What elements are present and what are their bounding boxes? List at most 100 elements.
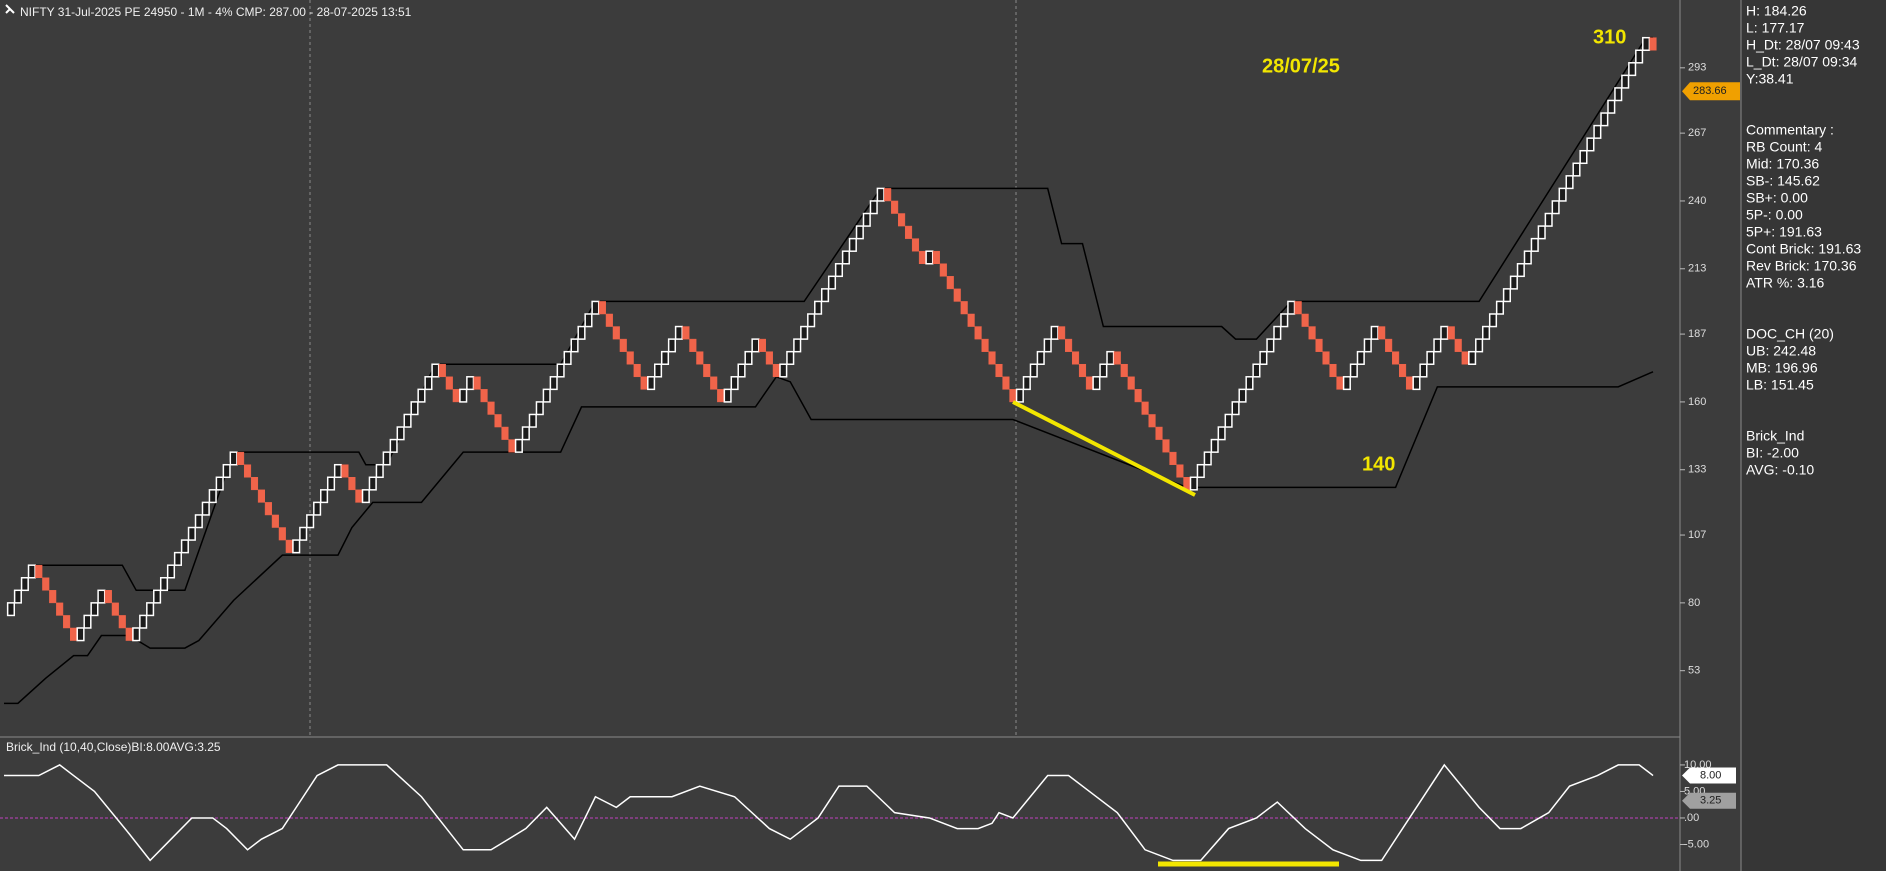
down-brick [904, 225, 913, 239]
down-brick [1148, 414, 1156, 428]
down-brick [612, 326, 620, 340]
up-brick [1593, 124, 1602, 139]
up-brick [827, 275, 837, 290]
down-brick [1078, 363, 1087, 378]
up-brick [820, 288, 830, 303]
up-brick [667, 338, 677, 353]
up-brick [1530, 237, 1539, 252]
down-brick [717, 389, 725, 403]
up-brick [1412, 376, 1421, 391]
up-brick [1259, 350, 1268, 365]
oscillator-panel: 10.005.00.00-5.008.003.25 [0, 759, 1736, 862]
up-brick [1642, 36, 1651, 51]
up-brick [90, 602, 99, 617]
down-brick [355, 489, 363, 503]
info-line: Cont Brick: 191.63 [1746, 241, 1861, 257]
down-brick [264, 502, 272, 516]
value-marker-label: 3.25 [1700, 795, 1721, 807]
up-brick [1370, 325, 1379, 340]
down-brick [487, 401, 495, 415]
up-brick [1551, 200, 1560, 215]
up-brick [1245, 376, 1254, 391]
tool-icon [5, 4, 15, 14]
up-brick [1586, 137, 1595, 152]
up-brick [1572, 162, 1581, 177]
down-brick [237, 451, 245, 465]
up-brick [1099, 363, 1108, 378]
up-brick [521, 426, 530, 441]
value-marker [1682, 767, 1736, 784]
down-brick [884, 188, 892, 202]
up-brick [459, 388, 468, 403]
up-brick [1342, 376, 1351, 391]
up-brick [1600, 112, 1609, 127]
up-brick [299, 526, 308, 541]
info-line: BI: -2.00 [1746, 445, 1799, 461]
annotation: 140 [1362, 453, 1395, 475]
up-brick [1516, 263, 1525, 278]
up-brick [292, 539, 301, 554]
up-brick [1579, 149, 1588, 165]
down-brick [898, 213, 906, 227]
up-brick [1231, 401, 1240, 416]
up-brick [1266, 338, 1275, 353]
up-brick [410, 401, 419, 416]
info-line: Rev Brick: 170.36 [1746, 258, 1857, 274]
up-brick [855, 225, 864, 240]
up-brick [786, 350, 795, 365]
down-brick [995, 363, 1003, 378]
up-brick [1621, 74, 1630, 89]
up-brick [793, 338, 802, 353]
up-brick [1363, 338, 1372, 353]
up-brick [1349, 363, 1358, 378]
up-brick [807, 313, 816, 328]
up-brick [1468, 350, 1477, 365]
y-tick-label: 107 [1688, 529, 1706, 541]
up-brick [146, 602, 155, 617]
down-brick [1649, 37, 1657, 51]
down-brick [257, 489, 266, 503]
down-brick [1405, 376, 1414, 390]
y-tick-label: 80 [1688, 597, 1700, 609]
info-line: L_Dt: 28/07 09:34 [1746, 54, 1858, 70]
down-brick [1058, 326, 1066, 340]
up-brick [563, 350, 572, 365]
up-brick [1509, 275, 1518, 290]
up-brick [779, 363, 788, 378]
up-brick [1475, 338, 1484, 353]
down-brick [1447, 326, 1455, 340]
up-brick [751, 338, 760, 353]
down-brick [56, 602, 64, 616]
down-brick [1454, 338, 1462, 352]
up-brick [834, 263, 844, 278]
down-brick [1308, 326, 1316, 340]
up-brick [800, 325, 809, 340]
info-line: 5P-: 0.00 [1746, 207, 1803, 223]
down-brick [1392, 351, 1400, 365]
up-brick [396, 426, 405, 441]
up-brick [306, 514, 315, 529]
up-brick [814, 300, 823, 315]
trend-line [1012, 400, 1196, 497]
down-brick [605, 313, 613, 327]
up-brick [925, 250, 934, 265]
renko-panel: 293 267 240 213 187 160 133 107 80 53 283.66 [4, 36, 1740, 705]
down-brick [111, 602, 119, 616]
y-tick-label: 267 [1688, 127, 1706, 139]
info-line: RB Count: 4 [1746, 139, 1822, 155]
up-brick [660, 350, 670, 365]
down-brick [953, 288, 961, 302]
info-line: H: 184.26 [1746, 3, 1807, 19]
up-brick [187, 526, 196, 541]
up-brick [876, 187, 885, 202]
up-brick [1273, 325, 1282, 340]
down-brick [911, 238, 920, 252]
y-tick-label: .00 [1684, 812, 1699, 824]
up-brick [1280, 313, 1289, 328]
down-brick [42, 577, 50, 591]
info-line: ATR %: 3.16 [1746, 275, 1825, 291]
down-brick [626, 351, 634, 365]
up-brick [591, 300, 600, 315]
up-brick [1252, 363, 1261, 378]
